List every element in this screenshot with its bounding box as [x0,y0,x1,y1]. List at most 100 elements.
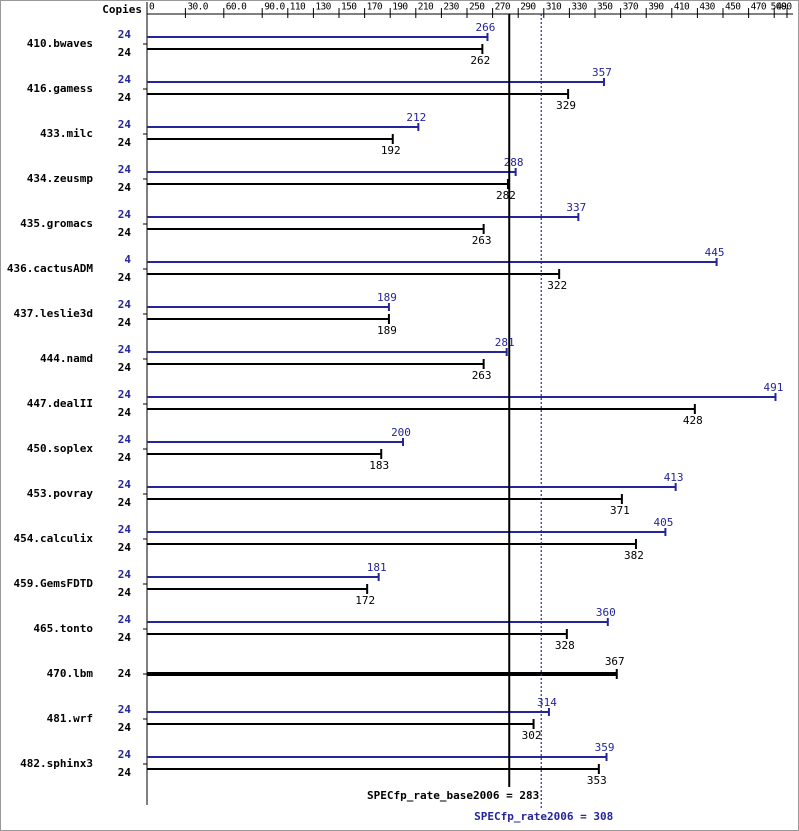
base-value-label: 329 [556,99,576,112]
peak-copies: 24 [118,28,132,41]
peak-copies: 24 [118,478,132,491]
base-copies: 24 [118,226,132,239]
peak-copies: 24 [118,208,132,221]
category-label: 470.lbm [47,667,94,680]
category-label: 444.namd [40,352,93,365]
x-tick-label: 60.0 [226,2,247,13]
category-label: 447.dealII [27,397,93,410]
base-copies: 24 [118,721,132,734]
base-value-label: 183 [369,459,389,472]
peak-value-label: 181 [367,561,387,574]
base-copies: 24 [118,181,132,194]
x-tick-label: 90.0 [264,2,285,13]
x-tick-label: 410 [674,2,690,13]
x-tick-label: 170 [367,2,383,13]
peak-value-label: 359 [595,741,615,754]
base-copies: 24 [118,631,132,644]
peak-value-label: 266 [476,21,496,34]
base-value-label: 282 [496,189,516,202]
category-label: 450.soplex [27,442,94,455]
x-tick-label: 390 [648,2,664,13]
peak-value-label: 357 [592,66,612,79]
x-axis-label: Copies [102,3,142,16]
x-tick-label: 110 [290,2,306,13]
category-label: 436.cactusADM [7,262,93,275]
reference-label: SPECfp_rate2006 = 308 [474,810,613,823]
peak-copies: 24 [118,343,132,356]
peak-copies: 24 [118,568,132,581]
peak-copies: 24 [118,163,132,176]
x-tick-label: 0 [149,2,155,13]
x-tick-label: 350 [597,2,613,13]
peak-copies: 24 [118,118,132,131]
reference-label: SPECfp_rate_base2006 = 283 [367,789,539,802]
base-value-label: 302 [522,729,542,742]
peak-value-label: 491 [764,381,784,394]
base-copies: 24 [118,541,132,554]
peak-copies: 24 [118,523,132,536]
base-value-label: 428 [683,414,703,427]
peak-value-label: 314 [537,696,557,709]
base-value-label: 367 [605,655,625,668]
peak-copies: 24 [118,298,132,311]
category-label: 437.leslie3d [14,307,93,320]
x-tick-label: 290 [520,2,536,13]
x-tick-label: 310 [546,2,562,13]
x-tick-label: 430 [699,2,715,13]
peak-value-label: 288 [504,156,524,169]
base-value-label: 189 [377,324,397,337]
x-tick-label: 130 [315,2,331,13]
base-copies: 24 [118,271,132,284]
peak-value-label: 189 [377,291,397,304]
base-copies: 24 [118,667,132,680]
base-value-label: 382 [624,549,644,562]
x-tick-label: 330 [571,2,587,13]
peak-copies: 4 [124,253,131,266]
peak-value-label: 360 [596,606,616,619]
base-copies: 24 [118,136,132,149]
x-tick-label: 210 [418,2,434,13]
x-tick-label: 270 [495,2,511,13]
base-copies: 24 [118,406,132,419]
base-copies: 24 [118,316,132,329]
x-tick-label: 190 [392,2,408,13]
peak-value-label: 413 [664,471,684,484]
base-value-label: 371 [610,504,630,517]
x-tick-label: 230 [443,2,459,13]
peak-copies: 24 [118,433,132,446]
base-value-label: 192 [381,144,401,157]
x-tick-label: 30.0 [187,2,208,13]
base-copies: 24 [118,91,132,104]
category-label: 459.GemsFDTD [14,577,94,590]
base-copies: 24 [118,46,132,59]
x-tick-label: 450 [725,2,741,13]
category-label: 482.sphinx3 [20,757,93,770]
x-tick-label: 150 [341,2,357,13]
x-tick-label: 370 [623,2,639,13]
base-value-label: 262 [470,54,490,67]
x-tick-label: 490 [776,2,792,13]
category-label: 435.gromacs [20,217,93,230]
category-label: 416.gamess [27,82,93,95]
category-label: 465.tonto [33,622,93,635]
base-copies: 24 [118,361,132,374]
category-label: 453.povray [27,487,94,500]
base-value-label: 172 [355,594,375,607]
base-value-label: 328 [555,639,575,652]
peak-copies: 24 [118,73,132,86]
base-value-label: 263 [472,369,492,382]
peak-value-label: 337 [566,201,586,214]
x-tick-label: 470 [751,2,767,13]
base-copies: 24 [118,766,132,779]
base-value-label: 263 [472,234,492,247]
peak-copies: 24 [118,613,132,626]
peak-value-label: 200 [391,426,411,439]
x-tick-label: 500 [771,2,787,13]
base-copies: 24 [118,451,132,464]
category-label: 433.milc [40,127,93,140]
category-label: 434.zeusmp [27,172,94,185]
base-value-label: 353 [587,774,607,787]
base-value-label: 322 [547,279,567,292]
